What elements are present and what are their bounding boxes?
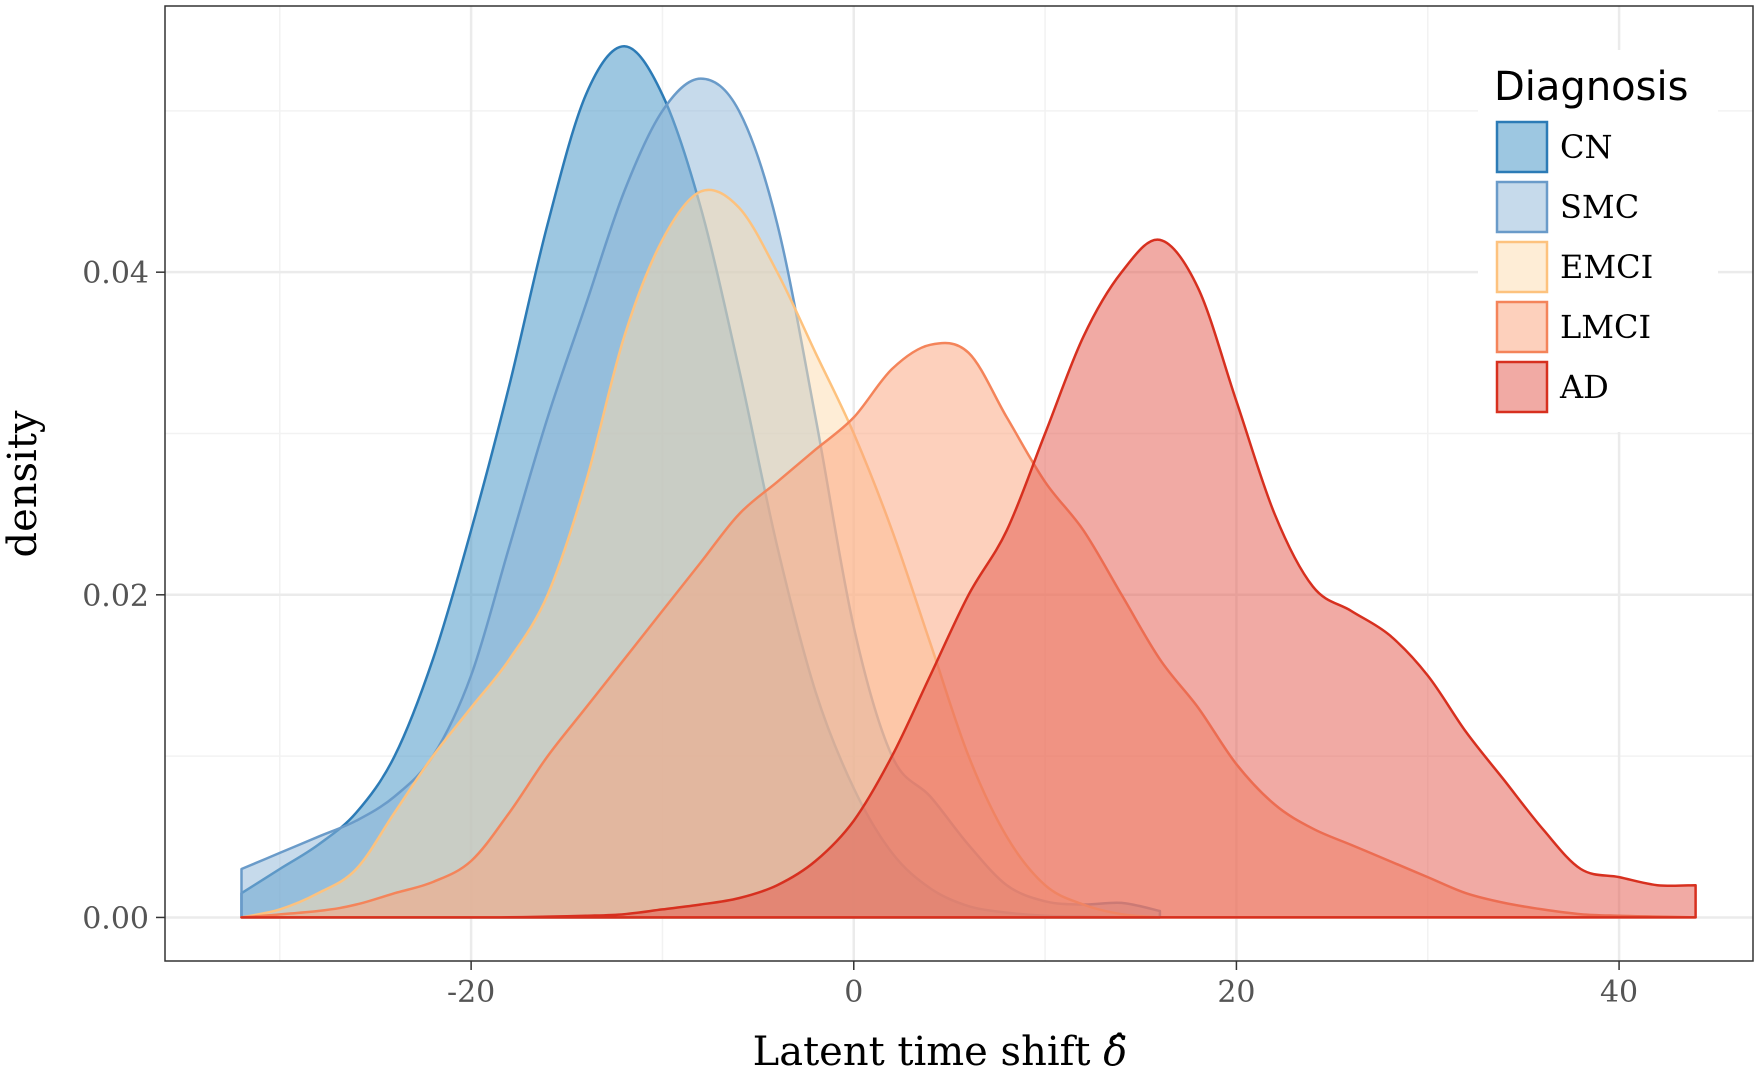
legend-swatch-cn	[1495, 120, 1549, 174]
legend-swatch-smc	[1495, 180, 1549, 234]
y-axis-title: density	[0, 410, 46, 557]
legend-label-lmci: LMCI	[1560, 308, 1651, 346]
legend-label-ad: AD	[1559, 368, 1609, 406]
y-tick-label: 0.04	[82, 256, 149, 291]
legend-label-emci: EMCI	[1560, 248, 1653, 286]
legend-swatch-ad	[1495, 360, 1549, 414]
x-tick-label: 40	[1600, 975, 1638, 1010]
x-axis-title-text: Latent time shift	[753, 1029, 1091, 1071]
x-axis-title-symbol: δ̂	[1103, 1029, 1127, 1071]
legend-swatch-lmci	[1495, 300, 1549, 354]
legend: Diagnosis CN SMC EMCI LMCI AD	[1478, 50, 1718, 432]
legend-swatch-emci	[1495, 240, 1549, 294]
legend-title: Diagnosis	[1494, 64, 1688, 110]
legend-label-smc: SMC	[1560, 188, 1639, 226]
panel-border	[164, 5, 1754, 962]
x-tick-label: -20	[447, 975, 495, 1010]
x-tick-label: 20	[1217, 975, 1255, 1010]
density-area-ad	[240, 238, 1697, 919]
y-tick-label: 0.02	[82, 579, 149, 614]
x-tick-label: 0	[844, 975, 863, 1010]
legend-label-cn: CN	[1560, 128, 1612, 166]
x-axis-title: Latent time shift δ̂	[753, 1029, 1128, 1071]
y-tick-label: 0.00	[82, 901, 149, 936]
density-areas	[240, 45, 1697, 919]
axes: -20 0 20 40 0.00 0.02 0.04	[82, 256, 1638, 1010]
